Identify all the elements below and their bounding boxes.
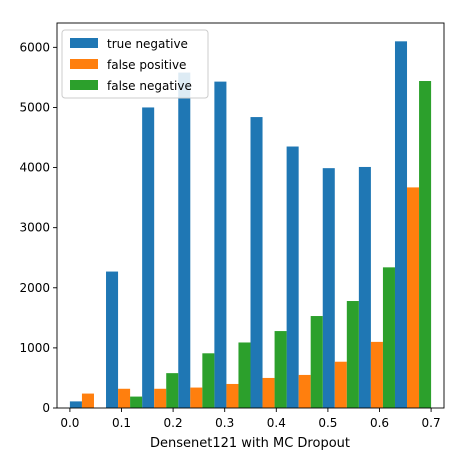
bar-true-negative-6 xyxy=(286,146,299,408)
bar-false-positive-8 xyxy=(370,341,383,408)
legend-swatch-false-positive xyxy=(70,59,98,69)
x-tick-label: 0.1 xyxy=(112,416,131,430)
x-tick-label: 0.5 xyxy=(318,416,337,430)
y-tick-label: 5000 xyxy=(19,100,50,114)
bar-false-positive-7 xyxy=(334,361,347,408)
x-tick-label: 0.3 xyxy=(215,416,234,430)
x-tick-label: 0.2 xyxy=(164,416,183,430)
bar-false-negative-8 xyxy=(382,267,395,408)
x-axis-label: Densenet121 with MC Dropout xyxy=(150,436,350,451)
bar-false-negative-1 xyxy=(130,396,143,408)
bar-false-positive-3 xyxy=(190,387,203,408)
bar-false-negative-6 xyxy=(310,316,323,408)
bar-false-negative-5 xyxy=(274,331,287,408)
bar-true-negative-8 xyxy=(358,166,371,408)
y-tick-label: 1000 xyxy=(19,341,50,355)
y-tick-label: 2000 xyxy=(19,281,50,295)
legend-label-true-negative: true negative xyxy=(107,37,188,51)
bar-true-negative-1 xyxy=(106,271,119,408)
bar-false-positive-1 xyxy=(118,388,131,408)
bar-false-negative-3 xyxy=(202,353,215,408)
bar-true-negative-7 xyxy=(322,168,335,408)
bar-true-negative-5 xyxy=(250,117,263,408)
bar-false-negative-7 xyxy=(346,301,359,408)
legend-box xyxy=(61,29,209,99)
legend-label-false-negative: false negative xyxy=(107,79,192,93)
plot-frame xyxy=(56,22,445,409)
bar-false-negative-2 xyxy=(166,373,179,408)
legend-label-false-positive: false positive xyxy=(107,58,186,72)
y-tick-label: 6000 xyxy=(19,40,50,54)
y-tick-label: 0 xyxy=(42,401,50,415)
x-tick-label: 0.6 xyxy=(370,416,389,430)
bar-false-positive-2 xyxy=(154,388,167,408)
bar-false-positive-0 xyxy=(81,393,94,408)
x-tick-label: 0.4 xyxy=(267,416,286,430)
bars-layer xyxy=(69,41,432,409)
bar-false-positive-9 xyxy=(407,187,420,408)
bar-true-negative-2 xyxy=(142,107,155,408)
legend-swatch-true-negative xyxy=(70,38,98,48)
y-tick-label: 4000 xyxy=(19,161,50,175)
legend-swatch-false-negative xyxy=(70,80,98,90)
bar-true-negative-9 xyxy=(394,41,408,408)
bar-false-negative-9 xyxy=(419,81,432,408)
bar-false-positive-5 xyxy=(262,377,275,408)
bar-false-positive-4 xyxy=(226,383,239,408)
legend: true negative false positive false negativ… xyxy=(61,29,209,99)
bar-false-negative-4 xyxy=(238,342,251,408)
bar-true-negative-0 xyxy=(69,401,82,408)
bar-true-negative-3 xyxy=(178,72,191,408)
bar-true-negative-4 xyxy=(214,81,227,409)
bar-false-positive-6 xyxy=(298,374,311,408)
x-tick-label: 0.7 xyxy=(422,416,441,430)
axes-layer: 0.0 0.1 0.2 0.3 0.4 0.5 0.6 0.7 0 1000 2000 3000 400… xyxy=(19,22,445,430)
y-tick-label: 3000 xyxy=(19,221,50,235)
x-tick-label: 0.0 xyxy=(60,416,79,430)
